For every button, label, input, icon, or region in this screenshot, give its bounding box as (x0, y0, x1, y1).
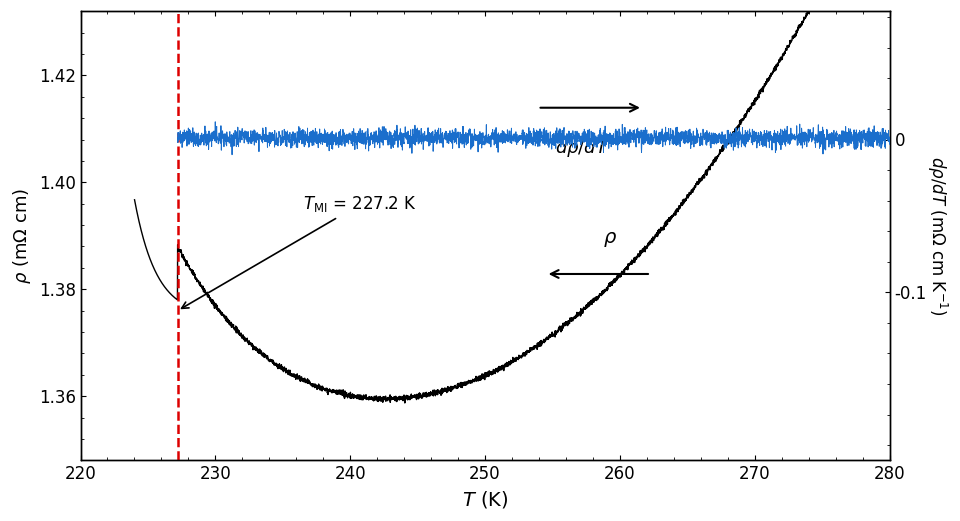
X-axis label: $T$ (K): $T$ (K) (462, 489, 508, 510)
Text: $T_{\mathrm{MI}}$ = 227.2 K: $T_{\mathrm{MI}}$ = 227.2 K (181, 194, 417, 308)
Y-axis label: $d\rho/dT$ (m$\Omega$ cm K$^{-1}$): $d\rho/dT$ (m$\Omega$ cm K$^{-1}$) (924, 156, 948, 316)
Text: $d\rho/dT$: $d\rho/dT$ (555, 137, 610, 159)
Y-axis label: $\rho$ (m$\Omega$ cm): $\rho$ (m$\Omega$ cm) (12, 188, 33, 284)
Text: $\rho$: $\rho$ (603, 230, 617, 249)
